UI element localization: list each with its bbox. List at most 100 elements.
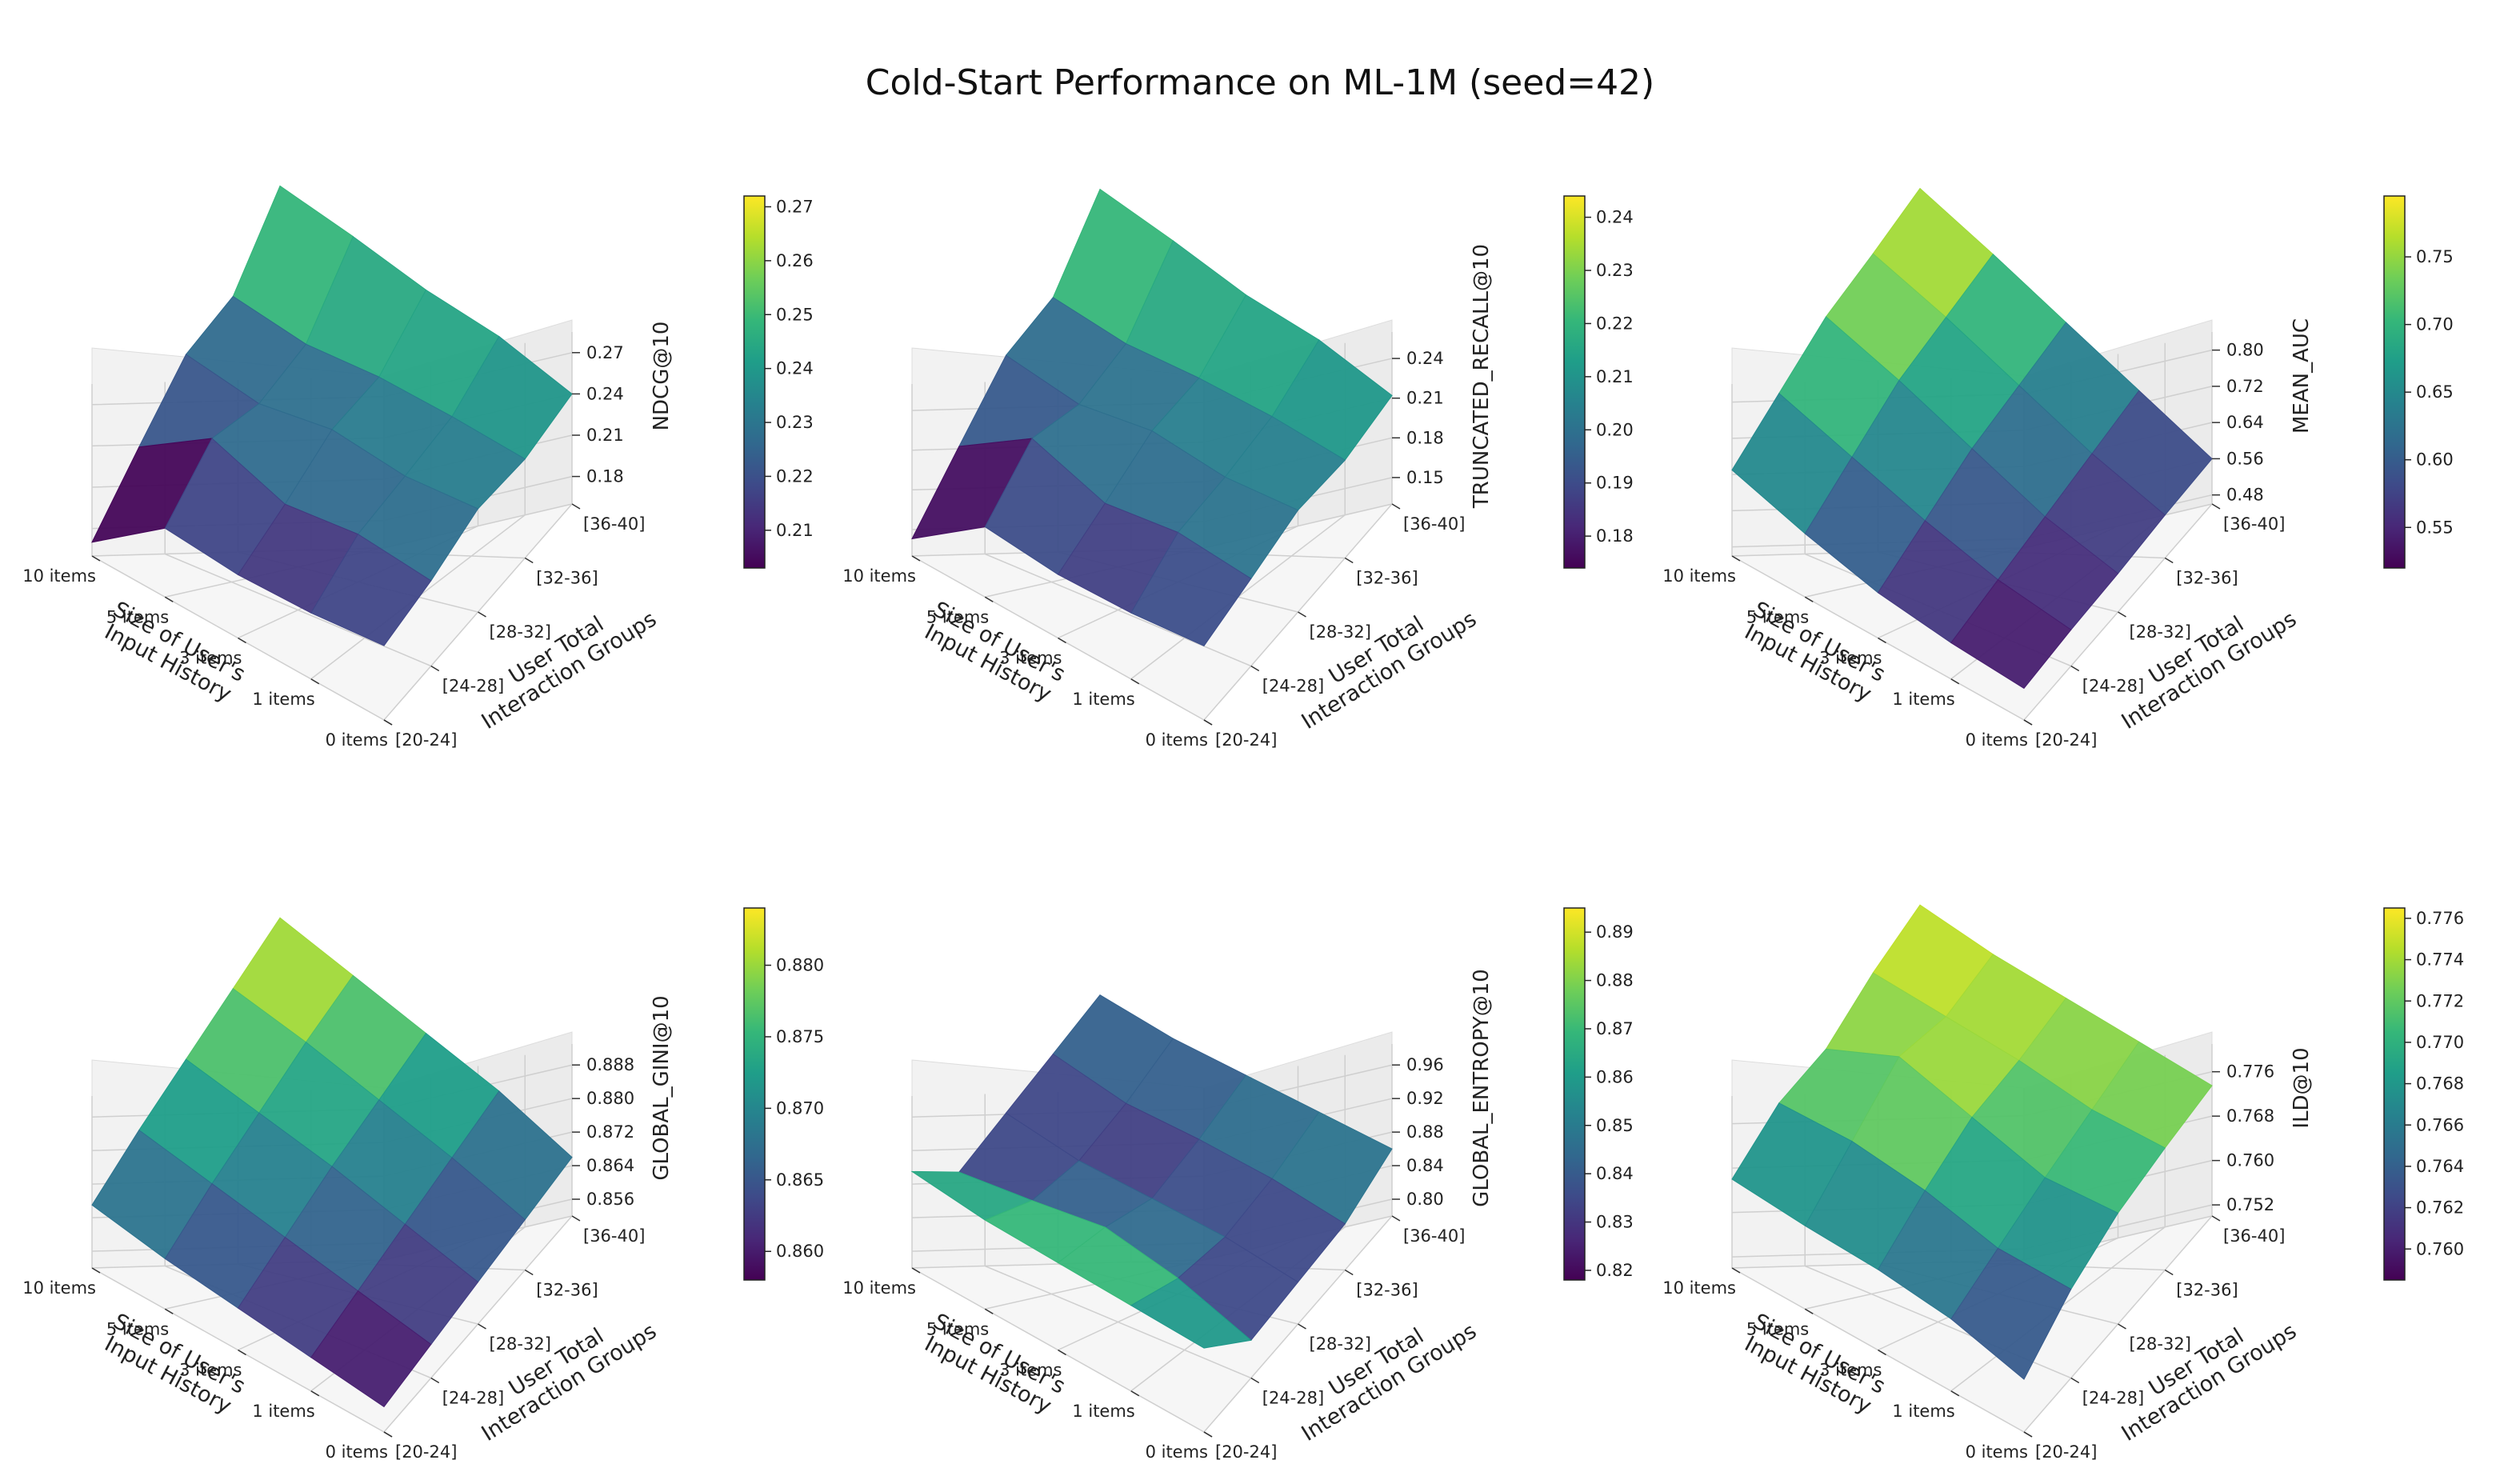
y-axis-label: User TotalInteraction Groups bbox=[465, 586, 661, 734]
y-tick-label: [24-28] bbox=[1262, 677, 1324, 696]
surface-facet bbox=[310, 534, 432, 646]
colorbar-tick-label: 0.23 bbox=[776, 413, 814, 432]
colorbar-tick-label: 0.22 bbox=[776, 466, 814, 486]
colorbar-tick-label: 0.772 bbox=[2416, 991, 2464, 1010]
z-tick-label: 0.56 bbox=[2226, 449, 2264, 468]
z-tick-label: 0.752 bbox=[2226, 1195, 2274, 1214]
y-tick bbox=[1250, 1377, 1260, 1384]
y-tick bbox=[1344, 1269, 1354, 1276]
colorbar bbox=[2383, 195, 2406, 569]
y-tick bbox=[1391, 1215, 1401, 1222]
x-tick-label: 10 items bbox=[842, 1278, 916, 1298]
x-tick bbox=[984, 1308, 994, 1314]
y-tick bbox=[1298, 611, 1306, 618]
colorbar-tick-label: 0.764 bbox=[2416, 1157, 2464, 1176]
x-tick-label: 1 items bbox=[1892, 1402, 1954, 1421]
x-tick bbox=[1731, 555, 1741, 562]
y-tick-label: [20-24] bbox=[2035, 1442, 2097, 1462]
y-tick-label: [24-28] bbox=[1262, 1389, 1324, 1408]
y-tick-label: [36-40] bbox=[583, 1226, 645, 1246]
x-tick-label: 10 items bbox=[842, 566, 916, 586]
y-tick-label: [36-40] bbox=[2223, 514, 2285, 534]
y-tick-label: [32-36] bbox=[1356, 569, 1418, 588]
x-tick bbox=[91, 555, 101, 562]
x-tick-label: 1 items bbox=[252, 1402, 314, 1421]
colorbar-tick-label: 0.760 bbox=[2416, 1239, 2464, 1258]
y-tick bbox=[2070, 1377, 2080, 1384]
y-tick-label: [20-24] bbox=[2035, 730, 2097, 750]
y-tick-label: [28-32] bbox=[2130, 622, 2191, 642]
colorbar-tick-label: 0.88 bbox=[1596, 971, 1634, 990]
colorbar-tick-label: 0.84 bbox=[1596, 1164, 1634, 1183]
z-tick-label: 0.760 bbox=[2226, 1151, 2274, 1170]
y-tick bbox=[571, 1215, 581, 1222]
y-tick-label: [36-40] bbox=[1403, 514, 1465, 534]
y-tick bbox=[478, 611, 486, 618]
y-axis-label: User TotalInteraction Groups bbox=[1285, 586, 1481, 734]
x-tick-label: 1 items bbox=[252, 690, 314, 709]
y-axis-label: User TotalInteraction Groups bbox=[2105, 1298, 2301, 1446]
x-tick bbox=[91, 1267, 101, 1274]
chart-ild: 0 items 1 items 3 items 5 items 10 items [20-… bbox=[1662, 904, 2464, 1462]
x-tick bbox=[1130, 678, 1140, 685]
x-tick bbox=[1731, 1267, 1741, 1274]
x-tick-label: 10 items bbox=[1662, 566, 1736, 586]
z-tick-label: 0.21 bbox=[586, 426, 624, 445]
z-tick-label: 0.24 bbox=[586, 384, 624, 403]
x-tick-label: 0 items bbox=[326, 730, 388, 750]
y-tick bbox=[524, 1269, 534, 1276]
z-tick-label: 0.888 bbox=[586, 1055, 634, 1074]
colorbar-tick-label: 0.65 bbox=[2416, 382, 2454, 402]
z-tick-label: 0.880 bbox=[586, 1089, 634, 1108]
x-tick-label: 5 items bbox=[926, 1319, 989, 1338]
y-tick bbox=[1391, 503, 1401, 510]
y-tick-label: [32-36] bbox=[536, 1281, 598, 1300]
y-tick bbox=[1203, 719, 1213, 726]
z-tick-label: 0.768 bbox=[2226, 1106, 2274, 1126]
x-tick-label: 3 items bbox=[999, 1361, 1062, 1380]
x-tick bbox=[310, 678, 320, 685]
panel-ndcg: 0 items 1 items 3 items 5 items 10 items [20-… bbox=[0, 80, 840, 768]
z-tick-label: 0.96 bbox=[1406, 1055, 1444, 1074]
colorbar-tick-label: 0.55 bbox=[2416, 518, 2454, 537]
colorbar-tick-label: 0.70 bbox=[2416, 315, 2454, 334]
x-tick bbox=[1130, 1390, 1140, 1397]
z-tick-label: 0.18 bbox=[586, 467, 624, 486]
y-axis-label: User TotalInteraction Groups bbox=[465, 1298, 661, 1446]
x-tick-label: 10 items bbox=[1662, 1278, 1736, 1298]
panel-ild: 0 items 1 items 3 items 5 items 10 items [20-… bbox=[1640, 792, 2480, 1480]
y-tick-label: [20-24] bbox=[395, 730, 457, 750]
colorbar-tick-label: 0.86 bbox=[1596, 1067, 1634, 1086]
y-tick bbox=[524, 557, 534, 564]
chart-ndcg: 0 items 1 items 3 items 5 items 10 items [20-… bbox=[22, 185, 814, 750]
x-tick-label: 0 items bbox=[1146, 730, 1208, 750]
colorbar-tick-label: 0.89 bbox=[1596, 922, 1634, 942]
z-tick-label: 0.92 bbox=[1406, 1089, 1444, 1108]
panel-mean-auc: 0 items 1 items 3 items 5 items 10 items [20-… bbox=[1640, 80, 2480, 768]
z-tick-label: 0.84 bbox=[1406, 1156, 1444, 1175]
z-tick-label: 0.21 bbox=[1406, 389, 1444, 408]
z-tick-label: 0.15 bbox=[1406, 468, 1444, 487]
y-tick-label: [20-24] bbox=[395, 1442, 457, 1462]
y-tick bbox=[478, 1323, 486, 1330]
z-tick-label: 0.18 bbox=[1406, 428, 1444, 447]
colorbar-tick-label: 0.21 bbox=[776, 521, 814, 540]
colorbar bbox=[1563, 195, 1586, 569]
colorbar-tick-label: 0.774 bbox=[2416, 950, 2464, 970]
z-axis-label: ILD@10 bbox=[2290, 1047, 2314, 1128]
y-tick bbox=[430, 1377, 440, 1384]
x-tick-label: 3 items bbox=[179, 649, 242, 668]
surface-facet bbox=[310, 1290, 432, 1408]
y-tick-label: [32-36] bbox=[1356, 1281, 1418, 1300]
y-tick bbox=[1203, 1431, 1213, 1438]
colorbar-tick-label: 0.880 bbox=[776, 956, 824, 975]
z-tick-label: 0.872 bbox=[586, 1122, 634, 1142]
x-tick bbox=[911, 555, 921, 562]
z-tick-label: 0.80 bbox=[1406, 1190, 1444, 1209]
x-tick-label: 5 items bbox=[106, 1319, 169, 1338]
y-tick bbox=[2118, 1323, 2126, 1330]
colorbar-tick-label: 0.18 bbox=[1596, 526, 1634, 546]
x-tick-label: 0 items bbox=[1966, 1442, 2028, 1462]
colorbar-tick-label: 0.19 bbox=[1596, 474, 1634, 493]
y-tick-label: [28-32] bbox=[490, 1334, 551, 1354]
